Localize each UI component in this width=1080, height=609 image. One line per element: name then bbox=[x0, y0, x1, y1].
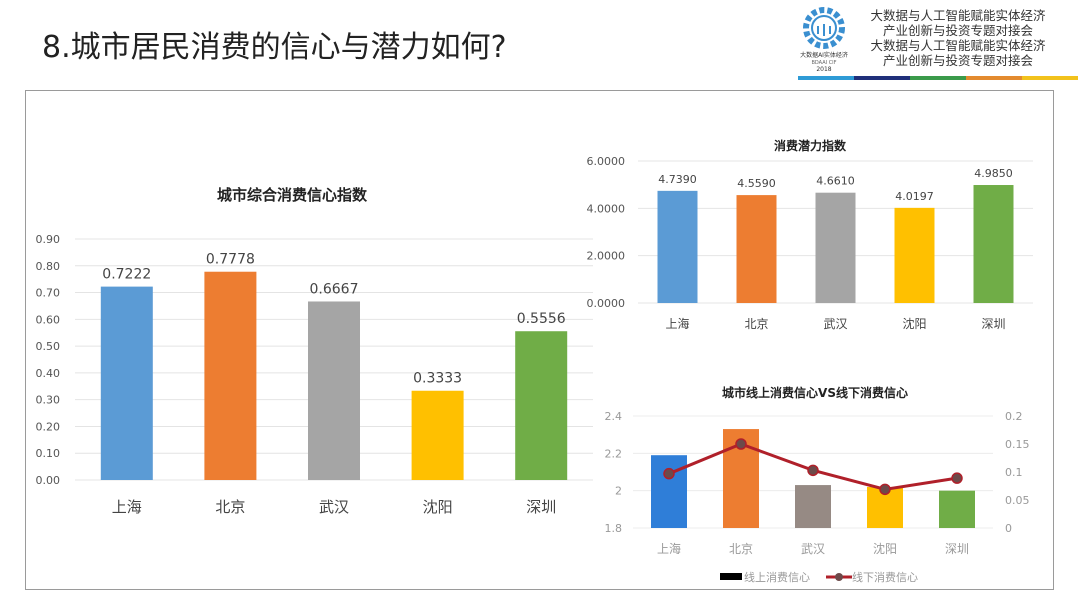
x-tick-label: 深圳 bbox=[526, 498, 556, 516]
bar-沈阳 bbox=[894, 207, 935, 303]
data-label: 0.3333 bbox=[413, 371, 462, 387]
data-label: 4.0197 bbox=[895, 190, 934, 203]
bar-上海 bbox=[651, 455, 687, 528]
chart-title: 城市综合消费信心指数 bbox=[217, 186, 368, 204]
y-tick-label: 0.10 bbox=[36, 447, 61, 460]
y2-tick-label: 0.1 bbox=[1005, 466, 1023, 479]
legend-swatch-bar bbox=[720, 573, 742, 580]
header-line: 大数据与人工智能赋能实体经济 bbox=[870, 38, 1046, 53]
stripe-segment bbox=[910, 76, 966, 80]
line-point bbox=[807, 464, 819, 477]
svg-text:BDAAI CIF: BDAAI CIF bbox=[811, 60, 836, 66]
y-tick-label: 2.4 bbox=[605, 410, 623, 423]
x-tick-label: 北京 bbox=[744, 317, 768, 331]
stripe-segment bbox=[966, 76, 1022, 80]
data-label: 4.9850 bbox=[974, 167, 1013, 180]
y-tick-label: 0.60 bbox=[36, 313, 61, 326]
y-tick-label: 0.90 bbox=[36, 233, 61, 246]
x-tick-label: 深圳 bbox=[945, 542, 969, 556]
data-label: 4.6610 bbox=[816, 175, 855, 188]
x-tick-label: 北京 bbox=[729, 542, 753, 556]
x-tick-label: 北京 bbox=[215, 498, 245, 516]
line-point bbox=[735, 438, 747, 450]
data-label: 0.6667 bbox=[310, 281, 359, 297]
y-tick-label: 0.40 bbox=[36, 367, 61, 380]
svg-text:2018: 2018 bbox=[816, 66, 831, 73]
bar-武汉 bbox=[795, 485, 831, 528]
bar-上海 bbox=[657, 190, 698, 303]
bar-武汉 bbox=[308, 301, 360, 480]
bar-武汉 bbox=[815, 192, 856, 303]
y-tick-label: 1.8 bbox=[605, 522, 623, 535]
event-header: 大数据与人工智能赋能实体经济 产业创新与投资专题对接会 大数据与人工智能赋能实体… bbox=[848, 8, 1068, 68]
x-tick-label: 武汉 bbox=[319, 498, 349, 516]
gear-logo-icon: 大数据AI实体经济 BDAAI CIF 2018 bbox=[800, 7, 848, 73]
y-tick-label: 4.0000 bbox=[587, 202, 626, 215]
color-stripe bbox=[798, 76, 1078, 80]
chart-title: 消费潜力指数 bbox=[774, 138, 847, 153]
y-tick-label: 2 bbox=[615, 485, 622, 498]
y-tick-label: 0.80 bbox=[36, 260, 61, 273]
page-title: 8.城市居民消费的信心与潜力如何? bbox=[42, 30, 507, 65]
header-line: 产业创新与投资专题对接会 bbox=[882, 53, 1033, 68]
header-line: 大数据与人工智能赋能实体经济 bbox=[870, 8, 1046, 23]
x-tick-label: 沈阳 bbox=[902, 316, 926, 331]
y-tick-label: 0.0000 bbox=[587, 297, 626, 310]
x-tick-label: 深圳 bbox=[981, 317, 1005, 331]
line-point bbox=[879, 483, 891, 496]
x-tick-label: 沈阳 bbox=[423, 498, 453, 516]
data-label: 0.5556 bbox=[517, 311, 566, 327]
y-tick-label: 2.0000 bbox=[587, 250, 626, 263]
bar-沈阳 bbox=[411, 390, 464, 480]
x-tick-label: 上海 bbox=[665, 316, 689, 331]
y-tick-label: 0.70 bbox=[36, 287, 61, 300]
logo-text: 大数据AI实体经济 bbox=[800, 51, 848, 59]
data-label: 4.5590 bbox=[737, 177, 776, 190]
y-tick-label: 0.30 bbox=[36, 394, 61, 407]
bar-上海 bbox=[100, 286, 153, 480]
x-tick-label: 上海 bbox=[112, 498, 142, 516]
stripe-segment bbox=[798, 76, 854, 80]
data-label: 4.7390 bbox=[658, 173, 697, 186]
y2-tick-label: 0.2 bbox=[1005, 410, 1023, 423]
x-tick-label: 上海 bbox=[657, 541, 681, 556]
y-tick-label: 2.2 bbox=[605, 447, 623, 460]
x-tick-label: 武汉 bbox=[823, 317, 847, 331]
line-point bbox=[951, 472, 963, 484]
legend-label: 线下消费信心 bbox=[852, 570, 918, 584]
x-tick-label: 武汉 bbox=[801, 542, 825, 556]
legend-marker bbox=[835, 573, 843, 581]
y-tick-label: 0.50 bbox=[36, 340, 61, 353]
x-tick-label: 沈阳 bbox=[873, 541, 897, 556]
y-tick-label: 0.00 bbox=[36, 474, 61, 487]
bar-北京 bbox=[736, 195, 777, 303]
header-line: 产业创新与投资专题对接会 bbox=[882, 23, 1033, 38]
bar-北京 bbox=[204, 271, 257, 480]
y2-tick-label: 0.05 bbox=[1005, 494, 1030, 507]
data-label: 0.7222 bbox=[102, 267, 151, 283]
bar-深圳 bbox=[515, 331, 568, 480]
y2-tick-label: 0.15 bbox=[1005, 438, 1030, 451]
stripe-segment bbox=[854, 76, 910, 80]
legend-label: 线上消费信心 bbox=[744, 570, 810, 584]
chart-frame bbox=[25, 90, 1054, 590]
stripe-segment bbox=[1022, 76, 1078, 80]
chart-title: 城市线上消费信心VS线下消费信心 bbox=[722, 385, 908, 400]
bar-深圳 bbox=[973, 185, 1014, 303]
line-point bbox=[663, 467, 675, 480]
y2-tick-label: 0 bbox=[1005, 522, 1012, 535]
y-tick-label: 0.20 bbox=[36, 420, 61, 433]
bar-深圳 bbox=[939, 490, 975, 528]
data-label: 0.7778 bbox=[206, 252, 255, 268]
y-tick-label: 6.0000 bbox=[587, 155, 626, 168]
